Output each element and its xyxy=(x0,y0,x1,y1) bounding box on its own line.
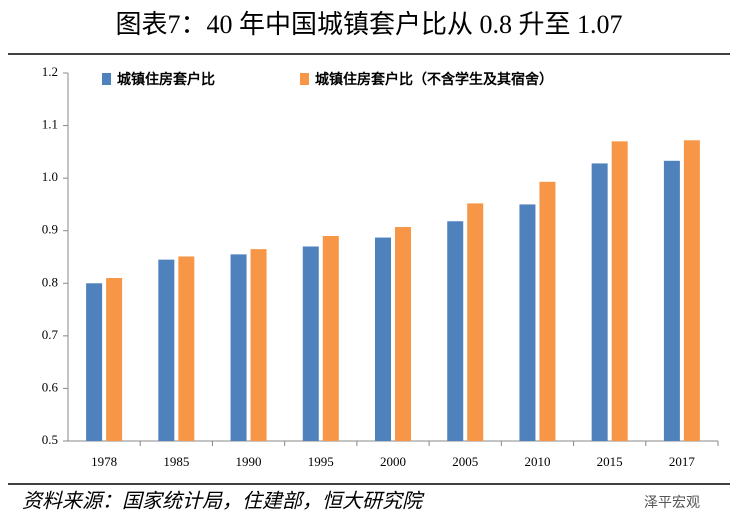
watermark: 泽平宏观 xyxy=(644,495,700,511)
x-tick-label: 1985 xyxy=(163,454,189,469)
x-tick-label: 2005 xyxy=(452,454,478,469)
bar xyxy=(519,204,536,441)
legend-label: 城镇住房套户比 xyxy=(117,71,215,88)
legend-label: 城镇住房套户比（不含学生及其宿舍） xyxy=(315,71,553,88)
bar xyxy=(178,256,195,441)
bar xyxy=(322,235,339,441)
y-tick-label: 0.8 xyxy=(42,274,58,289)
bar xyxy=(591,163,608,441)
y-tick-label: 0.6 xyxy=(42,379,59,394)
bar xyxy=(395,227,411,441)
bar xyxy=(158,259,175,441)
chart-title: 图表7：40 年中国城镇套户比从 0.8 升至 1.07 xyxy=(115,10,622,39)
bar xyxy=(302,246,319,441)
bar xyxy=(467,203,484,441)
x-tick-label: 1978 xyxy=(91,454,117,469)
bar xyxy=(611,141,628,442)
y-tick-label: 1.1 xyxy=(42,117,58,132)
bar xyxy=(447,221,464,441)
bar xyxy=(539,181,556,441)
bar xyxy=(375,237,391,441)
bar xyxy=(106,278,123,441)
legend-swatch xyxy=(300,73,309,85)
source: 资料来源：国家统计局，住建部，恒大研究院 xyxy=(22,491,425,513)
bar xyxy=(250,249,267,441)
x-tick-label: 2015 xyxy=(597,454,623,469)
y-tick-label: 0.5 xyxy=(42,432,58,447)
bar xyxy=(230,254,247,441)
bar xyxy=(683,140,700,441)
bar xyxy=(663,160,680,441)
x-tick-label: 2000 xyxy=(380,454,406,469)
x-tick-label: 2017 xyxy=(669,454,696,469)
x-tick-label: 1990 xyxy=(236,454,262,469)
y-tick-label: 0.9 xyxy=(42,222,58,237)
y-tick-label: 1.2 xyxy=(42,64,58,79)
legend-swatch xyxy=(102,73,111,85)
x-tick-label: 2010 xyxy=(524,454,550,469)
y-tick-label: 1.0 xyxy=(42,169,58,184)
x-tick-label: 1995 xyxy=(308,454,334,469)
bar xyxy=(86,283,103,441)
y-tick-label: 0.7 xyxy=(42,327,59,342)
